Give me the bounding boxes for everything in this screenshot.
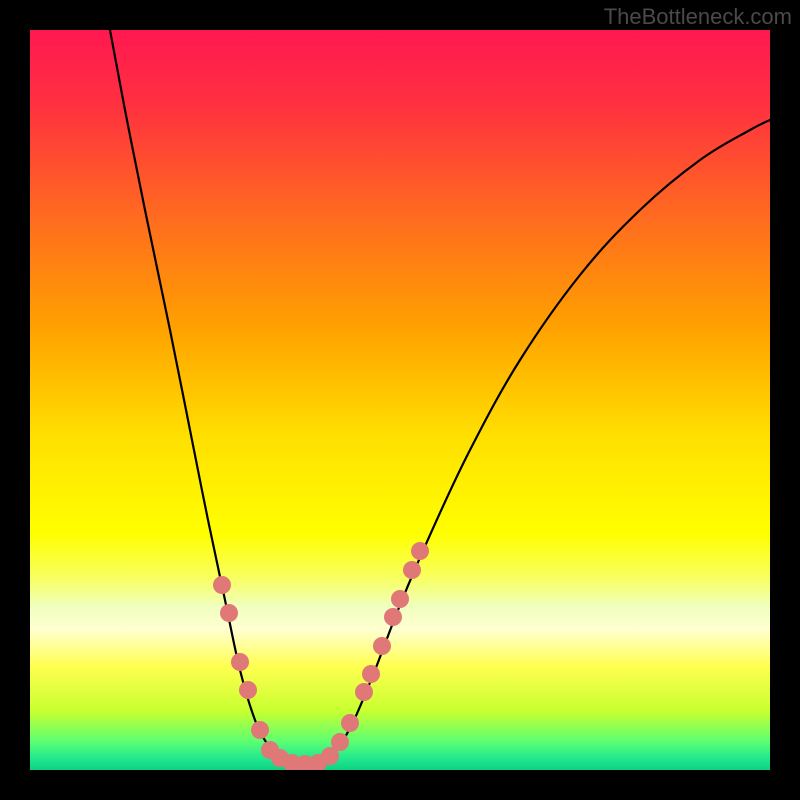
bottleneck-chart-svg <box>30 30 770 770</box>
data-marker <box>362 665 380 683</box>
data-marker <box>251 721 269 739</box>
data-marker <box>391 590 409 608</box>
data-marker <box>355 683 373 701</box>
plot-area <box>30 30 770 770</box>
data-marker <box>373 637 391 655</box>
data-marker <box>403 561 421 579</box>
data-marker <box>384 608 402 626</box>
chart-container: TheBottleneck.com <box>0 0 800 800</box>
watermark-text: TheBottleneck.com <box>604 4 792 30</box>
data-marker <box>331 733 349 751</box>
data-marker <box>213 576 231 594</box>
data-marker <box>231 653 249 671</box>
data-marker <box>341 714 359 732</box>
data-marker <box>411 542 429 560</box>
data-marker <box>239 681 257 699</box>
data-marker <box>220 604 238 622</box>
gradient-background <box>30 30 770 770</box>
